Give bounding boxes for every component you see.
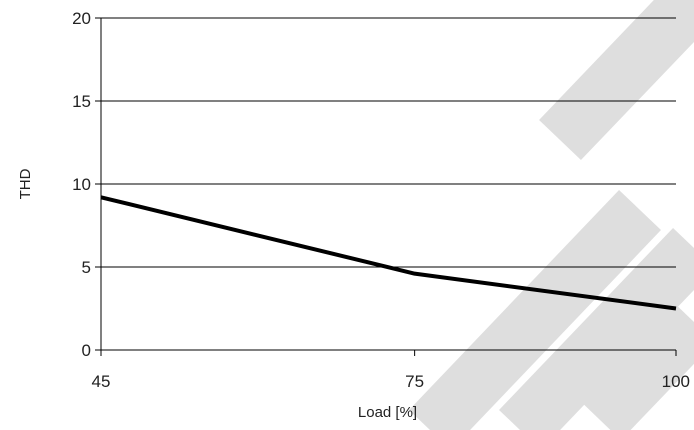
watermark-stroke (579, 301, 694, 430)
series-layer (100, 195, 677, 311)
watermark-stroke (409, 189, 661, 430)
x-tick-label: 45 (92, 372, 111, 391)
x-tick-label: 75 (405, 372, 424, 391)
y-tick-label: 15 (72, 92, 91, 111)
watermark (409, 0, 694, 430)
y-tick-label: 10 (72, 175, 91, 194)
axis-ticks: 0 5 10 15 20 45 75 100 (72, 9, 690, 391)
watermark-stroke (539, 0, 694, 161)
watermark-stroke (499, 227, 694, 430)
y-axis-title: THD (17, 168, 34, 199)
y-tick-label: 0 (82, 341, 91, 360)
x-tick-label: 100 (662, 372, 690, 391)
x-axis-title: Load [%] (358, 404, 417, 421)
y-tick-label: 20 (72, 9, 91, 28)
gridlines (101, 17, 676, 268)
y-tick-label: 5 (82, 258, 91, 277)
